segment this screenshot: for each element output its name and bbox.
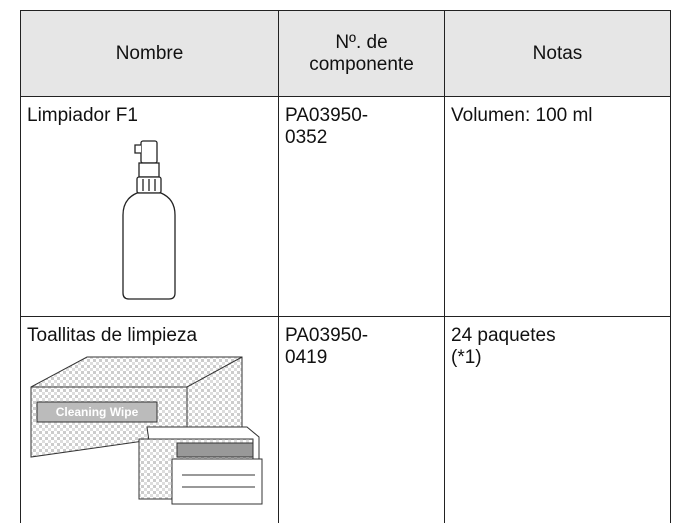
cell: Volumen: 100 ml bbox=[444, 96, 671, 317]
header-text: Nº. de componente bbox=[309, 31, 414, 75]
bottle-illustration bbox=[122, 140, 176, 300]
header-cell: Notas bbox=[444, 10, 671, 97]
cell: Toallitas de limpieza Cleaning Wipe bbox=[20, 316, 279, 523]
wipe-label: Cleaning Wipe bbox=[56, 405, 139, 419]
cell: PA03950-0419 bbox=[278, 316, 445, 523]
cell-text: 24 paquetes (*1) bbox=[451, 325, 556, 368]
cell-text: PA03950-0352 bbox=[285, 105, 369, 148]
cell-text: Limpiador F1 bbox=[27, 105, 138, 126]
header-cell: Nº. de componente bbox=[278, 10, 445, 97]
parts-table: Nombre Nº. de componente Notas Limpiador… bbox=[20, 10, 671, 523]
header-cell: Nombre bbox=[20, 10, 279, 97]
header-row: Nombre Nº. de componente Notas bbox=[20, 10, 671, 97]
cell: 24 paquetes (*1) bbox=[444, 316, 671, 523]
wipe-illustration: Cleaning Wipe bbox=[30, 356, 263, 505]
cell-text: Toallitas de limpieza bbox=[27, 325, 198, 346]
row: Limpiador F1 PA03950-0352 Volumen: 100 m… bbox=[20, 96, 671, 317]
cell: PA03950-0352 bbox=[278, 96, 445, 317]
cell-text: PA03950-0419 bbox=[285, 325, 369, 368]
row: Toallitas de limpieza Cleaning Wipe bbox=[20, 316, 671, 523]
cell: Limpiador F1 bbox=[20, 96, 279, 317]
